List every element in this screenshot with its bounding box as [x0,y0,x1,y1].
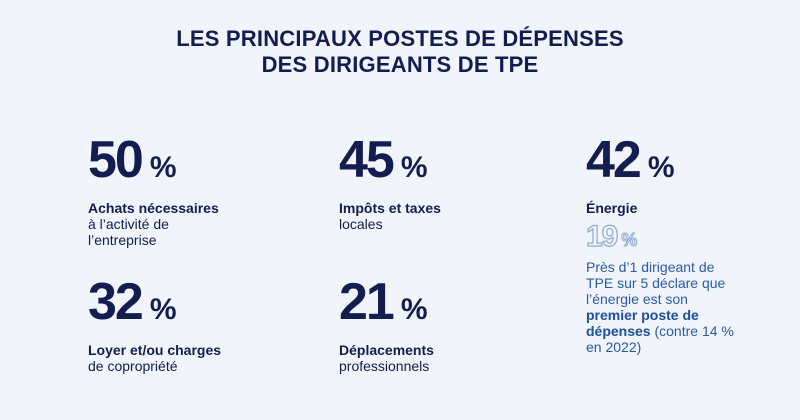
stat-number: 45 [339,131,395,189]
stat-loyer: 32% Loyer et/ou charges de copropriété [88,276,221,374]
stat-value: 45% [339,134,441,194]
stat-value: 21% [339,276,434,336]
stat-number: 32 [88,273,144,331]
stat-unit: % [400,151,428,184]
stat-label-bold: Loyer et/ou charges [88,342,222,358]
energy-note-highlight: premier poste de dépenses [586,307,699,339]
stat-label: Impôts et taxes locales [339,200,441,232]
title-line-2: DES DIRIGEANTS DE TPE [261,52,539,77]
stat-label-line: à l’activité de [88,216,169,232]
stat-number: 42 [586,131,642,189]
stat-label-line: locales [339,216,383,232]
stat-deplacements: 21% Déplacements professionnels [339,276,434,374]
title-line-1: LES PRINCIPAUX POSTES DE DÉPENSES [176,26,624,51]
stat-unit: % [647,151,675,184]
stat-number: 21 [339,273,395,331]
stat-label: Énergie [586,200,675,216]
stat-energie: 42% Énergie [586,134,675,216]
stat-label: Loyer et/ou charges de copropriété [88,342,221,374]
stat-label-line: de copropriété [88,358,178,374]
stat-unit: % [149,151,177,184]
stat-value: 50% [88,134,219,194]
energy-note-value: 19% [585,220,736,255]
stat-number: 50 [88,131,144,189]
stat-label-line: l’entreprise [88,232,157,248]
stat-label-bold: Énergie [586,200,638,216]
stat-label-bold: Achats nécessaires [88,200,219,216]
stat-achats: 50% Achats nécessaires à l’activité de l… [88,134,219,248]
page-title: LES PRINCIPAUX POSTES DE DÉPENSES DES DI… [0,26,800,78]
energy-note: 19% Près d’1 dirigeant de TPE sur 5 décl… [585,220,736,355]
energy-note-unit: % [621,230,638,251]
stat-label-bold: Impôts et taxes [339,200,441,216]
energy-note-number: 19 [585,220,619,253]
stat-value: 32% [88,276,221,336]
stat-label: Achats nécessaires à l’activité de l’ent… [88,200,219,248]
stat-label-line: professionnels [339,358,430,374]
stat-label: Déplacements professionnels [339,342,434,374]
stat-label-bold: Déplacements [339,342,434,358]
energy-note-text-after: (contre 14 % en 2022) [586,323,734,355]
energy-note-text: Près d’1 dirigeant de TPE sur 5 déclare … [586,259,736,355]
stat-unit: % [400,293,428,326]
stat-impots: 45% Impôts et taxes locales [339,134,441,232]
stat-value: 42% [586,134,675,194]
stat-unit: % [149,293,177,326]
energy-note-text-before: Près d’1 dirigeant de TPE sur 5 déclare … [586,259,726,307]
